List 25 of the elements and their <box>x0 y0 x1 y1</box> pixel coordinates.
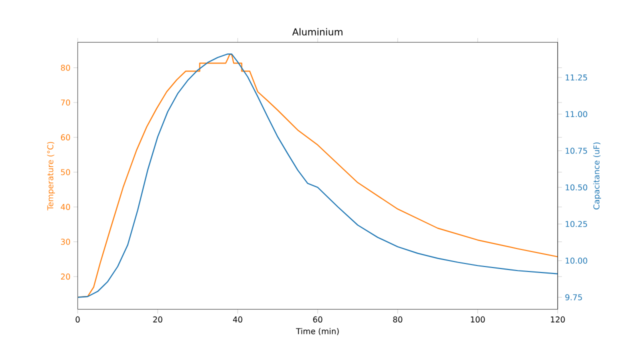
y-tick-label: 30 <box>61 238 70 245</box>
y2-tick-label: 10.50 <box>566 184 588 190</box>
y2-axis-title: Capacitance (uF) <box>593 142 602 210</box>
y-tick-label: 40 <box>60 204 70 210</box>
x-tick-label: 120 <box>550 316 565 322</box>
x-tick-label: 40 <box>233 316 242 322</box>
y-tick-label: 60 <box>60 134 70 140</box>
y-tick-label: 70 <box>61 100 70 106</box>
x-axis-title: Time (min) <box>296 328 339 336</box>
y2-tick-label: 9.75 <box>565 294 582 300</box>
x-tick-label: 20 <box>153 316 162 322</box>
y-tick-label: 80 <box>60 64 70 71</box>
y2-tick-label: 10.25 <box>566 220 588 228</box>
x-tick-label: 60 <box>313 316 322 322</box>
y-tick-label: 50 <box>61 169 70 176</box>
y-axis-title: Temperature (°C) <box>47 142 55 210</box>
x-tick-label: 100 <box>470 316 485 322</box>
y-tick-label: 20 <box>60 274 70 280</box>
y2-tick-label: 11.25 <box>566 74 588 80</box>
y2-tick-label: 10.00 <box>566 258 588 264</box>
x-tick-label: 80 <box>393 316 402 322</box>
y2-tick-label: 11.00 <box>566 111 588 118</box>
x-tick-label: 0 <box>76 316 80 322</box>
chart-title: Aluminium <box>292 28 342 36</box>
y2-tick-label: 10.75 <box>566 148 588 154</box>
